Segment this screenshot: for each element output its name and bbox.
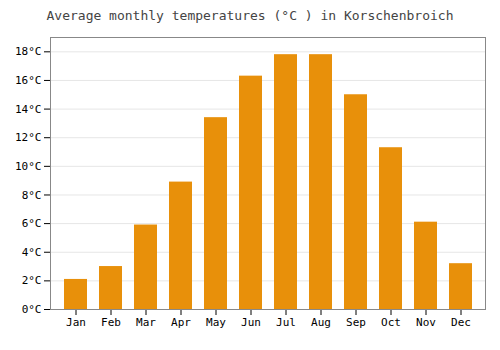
- svg-text:Sep: Sep: [346, 316, 366, 329]
- svg-text:Mar: Mar: [136, 316, 156, 329]
- svg-text:12°C: 12°C: [15, 131, 42, 144]
- svg-text:Jun: Jun: [241, 316, 261, 329]
- svg-text:2°C: 2°C: [22, 274, 42, 287]
- svg-text:4°C: 4°C: [22, 246, 42, 259]
- svg-text:Feb: Feb: [101, 316, 121, 329]
- svg-text:Oct: Oct: [381, 316, 401, 329]
- svg-text:Nov: Nov: [416, 316, 436, 329]
- svg-text:Dec: Dec: [451, 316, 471, 329]
- svg-text:Jan: Jan: [66, 316, 86, 329]
- svg-text:10°C: 10°C: [15, 160, 42, 173]
- svg-text:14°C: 14°C: [15, 103, 42, 116]
- svg-text:Jul: Jul: [276, 316, 296, 329]
- svg-text:18°C: 18°C: [15, 45, 42, 58]
- svg-text:16°C: 16°C: [15, 74, 42, 87]
- svg-text:0°C: 0°C: [22, 303, 42, 316]
- svg-text:Aug: Aug: [311, 316, 331, 329]
- svg-text:6°C: 6°C: [22, 217, 42, 230]
- svg-text:Apr: Apr: [171, 316, 191, 329]
- svg-text:8°C: 8°C: [22, 188, 42, 201]
- svg-text:May: May: [206, 316, 226, 329]
- html-text:Average monthly temperatures (: Average monthly temperatures (°C ) in Ko…: [46, 8, 454, 23]
